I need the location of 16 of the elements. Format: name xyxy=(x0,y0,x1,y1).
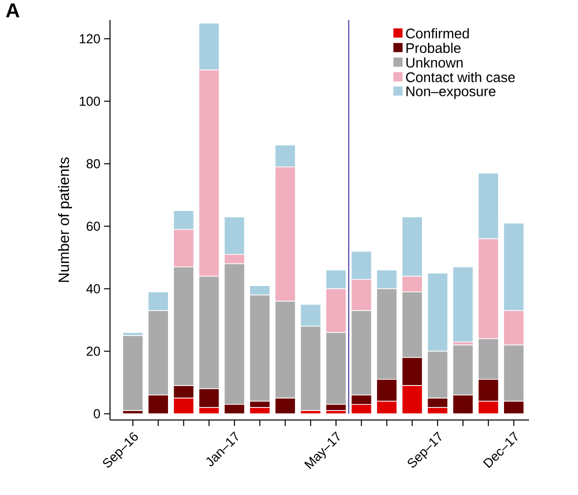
y-axis-title: Number of patients xyxy=(58,157,72,282)
y-tick-label: 40 xyxy=(86,284,100,294)
legend-label: Non–exposure xyxy=(406,86,496,100)
legend-label: Unknown xyxy=(406,57,463,68)
legend-label: Probable xyxy=(406,42,461,54)
y-tick-label: 80 xyxy=(86,159,100,168)
y-tick-label: 100 xyxy=(80,96,100,106)
text: A xyxy=(6,4,20,18)
y-tick-label: 0 xyxy=(94,409,100,418)
bar xyxy=(122,335,144,412)
y-tick-label: 120 xyxy=(80,34,100,44)
y-tick-label: 20 xyxy=(86,346,100,356)
legend-label: Confirmed xyxy=(406,28,469,38)
legend-label: Contact with case xyxy=(406,72,515,82)
bar xyxy=(452,266,474,342)
y-tick-label: 60 xyxy=(86,222,100,231)
